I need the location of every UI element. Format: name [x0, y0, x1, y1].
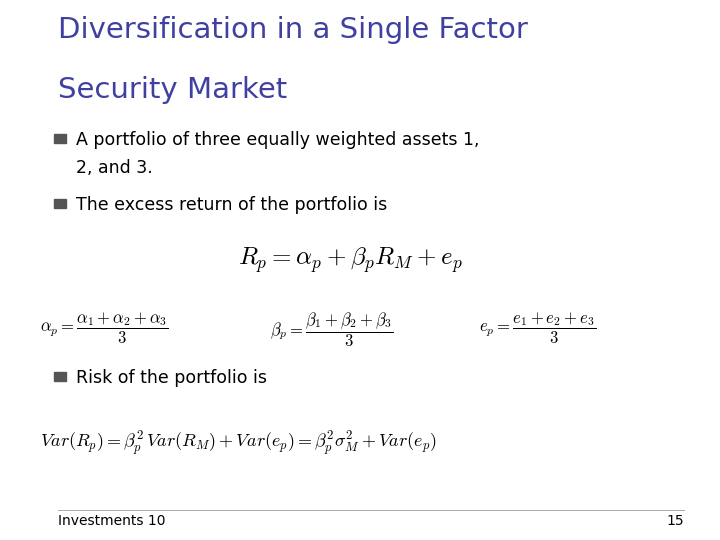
Text: Diversification in a Single Factor: Diversification in a Single Factor	[58, 16, 528, 44]
Text: $\beta_p = \dfrac{\beta_1 + \beta_2 + \beta_3}{3}$: $\beta_p = \dfrac{\beta_1 + \beta_2 + \b…	[270, 310, 394, 349]
Text: 15: 15	[667, 514, 684, 528]
Text: $e_p = \dfrac{e_1 + e_2 + e_3}{3}$: $e_p = \dfrac{e_1 + e_2 + e_3}{3}$	[479, 310, 596, 346]
Text: 2, and 3.: 2, and 3.	[76, 159, 153, 177]
Text: A portfolio of three equally weighted assets 1,: A portfolio of three equally weighted as…	[76, 131, 479, 149]
Bar	[54, 199, 66, 208]
Text: The excess return of the portfolio is: The excess return of the portfolio is	[76, 196, 387, 214]
Text: Investments 10: Investments 10	[58, 514, 165, 528]
Text: Security Market: Security Market	[58, 76, 287, 104]
Text: $R_p = \alpha_p + \beta_p R_M + e_p$: $R_p = \alpha_p + \beta_p R_M + e_p$	[238, 246, 462, 275]
Bar	[54, 372, 66, 381]
Text: $\alpha_p = \dfrac{\alpha_1 + \alpha_2 + \alpha_3}{3}$: $\alpha_p = \dfrac{\alpha_1 + \alpha_2 +…	[40, 310, 168, 346]
Text: $Var(R_p) = \beta_p^2\,Var(R_M) + Var(e_p) = \beta_p^2\sigma_M^2 + Var(e_p)$: $Var(R_p) = \beta_p^2\,Var(R_M) + Var(e_…	[40, 429, 436, 457]
Text: Risk of the portfolio is: Risk of the portfolio is	[76, 369, 266, 387]
Bar	[54, 134, 66, 143]
